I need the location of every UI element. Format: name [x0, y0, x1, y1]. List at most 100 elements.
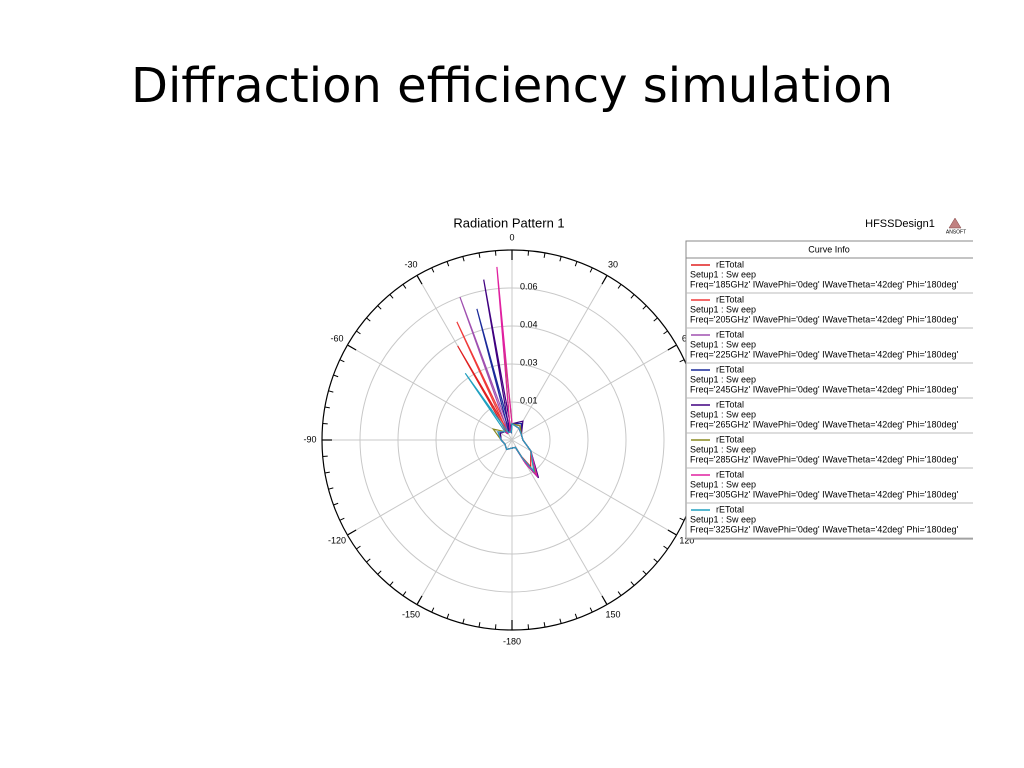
minor-tick	[589, 267, 593, 273]
angle-label: -30	[404, 259, 417, 269]
legend-setup: Setup1 : Sw eep	[690, 269, 756, 279]
minor-tick	[339, 359, 345, 363]
major-tick	[601, 275, 608, 285]
major-tick	[667, 529, 677, 536]
angle-label: 120	[679, 535, 694, 545]
minor-tick	[431, 607, 435, 613]
r-tick-label: 0.01	[520, 395, 538, 405]
minor-tick	[377, 305, 382, 310]
minor-tick	[663, 330, 668, 335]
grid-spoke	[511, 439, 608, 605]
legend-condition: Freq='265GHz' IWavePhi='0deg' IWaveTheta…	[690, 419, 959, 429]
angle-label: 150	[605, 609, 620, 619]
r-tick-label: 0.06	[520, 281, 538, 291]
legend-setup: Setup1 : Sw eep	[690, 374, 756, 384]
legend-name: rETotal	[716, 259, 744, 269]
legend-setup: Setup1 : Sw eep	[690, 339, 756, 349]
grid-spoke	[511, 275, 608, 441]
minor-tick	[574, 613, 578, 619]
legend-name: rETotal	[716, 329, 744, 339]
legend-title: Curve Info	[808, 244, 850, 254]
legend-condition: Freq='285GHz' IWavePhi='0deg' IWaveTheta…	[690, 454, 959, 464]
minor-tick	[328, 487, 334, 490]
legend-name: rETotal	[716, 399, 744, 409]
legend-name: rETotal	[716, 434, 744, 444]
angle-label: 30	[608, 259, 618, 269]
minor-tick	[462, 618, 465, 624]
logo-text: ANSOFT	[946, 229, 966, 235]
minor-tick	[559, 256, 562, 262]
major-tick	[416, 595, 423, 605]
design-name: HFSSDesign1	[865, 218, 935, 230]
minor-tick	[630, 581, 635, 586]
minor-tick	[356, 545, 361, 550]
minor-tick	[324, 406, 330, 409]
minor-tick	[356, 330, 361, 335]
minor-tick	[324, 471, 330, 474]
legend-name: rETotal	[716, 364, 744, 374]
grid-spoke	[511, 344, 677, 441]
r-tick-label: 0.03	[520, 357, 538, 367]
grid-spoke	[347, 439, 513, 536]
minor-tick	[328, 390, 334, 393]
minor-tick	[333, 374, 339, 378]
angle-label: -120	[328, 535, 346, 545]
angle-label: 0	[509, 232, 514, 242]
angle-label: -90	[303, 434, 316, 444]
minor-tick	[366, 317, 371, 322]
legend-setup: Setup1 : Sw eep	[690, 514, 756, 524]
major-tick	[347, 529, 357, 536]
legend-condition: Freq='225GHz' IWavePhi='0deg' IWaveTheta…	[690, 349, 959, 359]
grid-spoke	[511, 439, 677, 536]
angle-label: -180	[503, 636, 521, 646]
minor-tick	[617, 591, 622, 596]
major-tick	[416, 275, 423, 285]
pattern-curve	[464, 372, 535, 474]
minor-tick	[478, 622, 481, 628]
legend-name: rETotal	[716, 504, 744, 514]
legend-setup: Setup1 : Sw eep	[690, 409, 756, 419]
legend-condition: Freq='205GHz' IWavePhi='0deg' IWaveTheta…	[690, 314, 959, 324]
grid-spoke	[347, 344, 513, 441]
major-tick	[347, 344, 357, 351]
r-tick-label: 0.04	[520, 319, 538, 329]
minor-tick	[402, 591, 407, 596]
legend-condition: Freq='245GHz' IWavePhi='0deg' IWaveTheta…	[690, 384, 959, 394]
minor-tick	[574, 261, 578, 267]
minor-tick	[559, 618, 562, 624]
angle-label: -150	[402, 609, 420, 619]
minor-tick	[366, 558, 371, 563]
pattern-curve	[496, 266, 539, 478]
minor-tick	[333, 502, 339, 506]
major-tick	[601, 595, 608, 605]
minor-tick	[679, 359, 685, 363]
chart-title: Radiation Pattern 1	[453, 215, 564, 230]
logo-icon	[948, 217, 962, 229]
angle-label: -60	[331, 333, 344, 343]
minor-tick	[446, 261, 450, 267]
minor-tick	[617, 284, 622, 289]
minor-tick	[679, 517, 685, 521]
minor-tick	[589, 607, 593, 613]
minor-tick	[462, 256, 465, 262]
legend-setup: Setup1 : Sw eep	[690, 444, 756, 454]
minor-tick	[653, 558, 658, 563]
minor-tick	[431, 267, 435, 273]
legend-name: rETotal	[716, 469, 744, 479]
minor-tick	[630, 294, 635, 299]
minor-tick	[478, 252, 481, 258]
legend-setup: Setup1 : Sw eep	[690, 479, 756, 489]
slide-title: Diffraction efficiency simulation	[131, 58, 893, 114]
minor-tick	[339, 517, 345, 521]
legend-name: rETotal	[716, 294, 744, 304]
major-tick	[667, 344, 677, 351]
legend-setup: Setup1 : Sw eep	[690, 304, 756, 314]
minor-tick	[446, 613, 450, 619]
minor-tick	[543, 622, 546, 628]
minor-tick	[642, 570, 647, 575]
legend-condition: Freq='305GHz' IWavePhi='0deg' IWaveTheta…	[690, 489, 959, 499]
minor-tick	[663, 545, 668, 550]
minor-tick	[389, 581, 394, 586]
